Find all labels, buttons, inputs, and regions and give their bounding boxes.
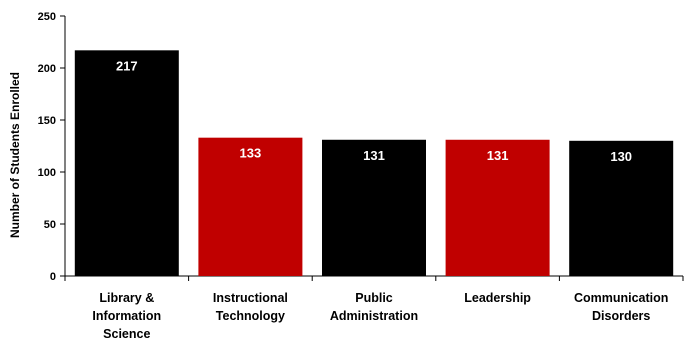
y-tick-label: 150 (38, 115, 56, 127)
bar (322, 139, 426, 276)
y-axis-title-group: Number of Students Enrolled (8, 72, 22, 238)
y-axis-title: Number of Students Enrolled (8, 72, 22, 238)
x-category-label-line: Information (92, 309, 161, 323)
y-tick-label: 50 (44, 219, 56, 231)
x-category-label-line: Disorders (592, 309, 650, 323)
x-category-label-line: Communication (574, 291, 668, 305)
y-tick-label: 0 (50, 271, 56, 283)
y-tick-label: 100 (38, 167, 56, 179)
data-label: 217 (116, 58, 138, 73)
x-category-label-line: Library & (99, 291, 154, 305)
x-category-label: Instructional Technology (213, 291, 288, 323)
x-category-label-line: Science (103, 327, 150, 341)
bar (198, 137, 303, 276)
plot-area: 0 50 100 150 200 250 217 Library & Information Sc… (38, 11, 684, 341)
x-category-label: Communication Disorders (574, 291, 668, 323)
bar (445, 139, 550, 276)
bar (74, 50, 179, 276)
data-label: 131 (487, 148, 509, 163)
x-category-label: Leadership (464, 291, 531, 305)
data-label: 130 (610, 149, 632, 164)
bar (569, 140, 674, 276)
x-category-label-line: Instructional (213, 291, 288, 305)
x-category-label-line: Leadership (464, 291, 531, 305)
y-tick-label: 200 (38, 63, 56, 75)
x-category-label: Library & Information Science (92, 291, 161, 341)
x-category-label-line: Administration (330, 309, 418, 323)
x-category-label-line: Public (355, 291, 393, 305)
data-label: 131 (363, 148, 385, 163)
y-tick-label: 250 (38, 11, 56, 23)
x-category-label: Public Administration (330, 291, 418, 323)
data-label: 133 (240, 146, 262, 161)
x-category-label-line: Technology (216, 309, 285, 323)
